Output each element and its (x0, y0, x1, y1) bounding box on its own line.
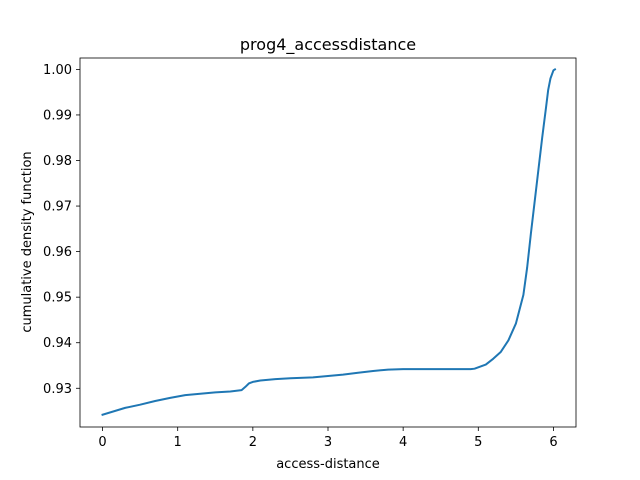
y-tick-label: 1.00 (43, 63, 72, 78)
x-axis-label: access-distance (276, 457, 380, 472)
y-tick-label: 0.97 (43, 200, 72, 215)
y-axis-label: cumulative density function (20, 151, 35, 332)
y-tick-label: 0.94 (43, 336, 72, 351)
series-line (101, 68, 557, 416)
y-tick-label: 0.98 (43, 154, 72, 169)
y-tick-label: 0.99 (43, 108, 72, 123)
x-tick-label: 5 (474, 435, 482, 450)
y-tick-label: 0.96 (43, 245, 72, 260)
chart-title: prog4_accessdistance (240, 35, 416, 55)
y-tick-label: 0.93 (43, 382, 72, 397)
x-tick-label: 1 (174, 435, 182, 450)
x-axis-ticks: 0 1 2 3 4 5 6 (98, 427, 558, 450)
x-tick-label: 0 (98, 435, 106, 450)
x-tick-label: 3 (324, 435, 332, 450)
x-tick-label: 2 (249, 435, 257, 450)
x-tick-label: 6 (549, 435, 557, 450)
y-tick-label: 0.95 (43, 291, 72, 306)
x-tick-label: 4 (399, 435, 407, 450)
y-axis-ticks: 0.93 0.94 0.95 0.96 0.97 0.98 0.99 1.00 (43, 63, 80, 397)
